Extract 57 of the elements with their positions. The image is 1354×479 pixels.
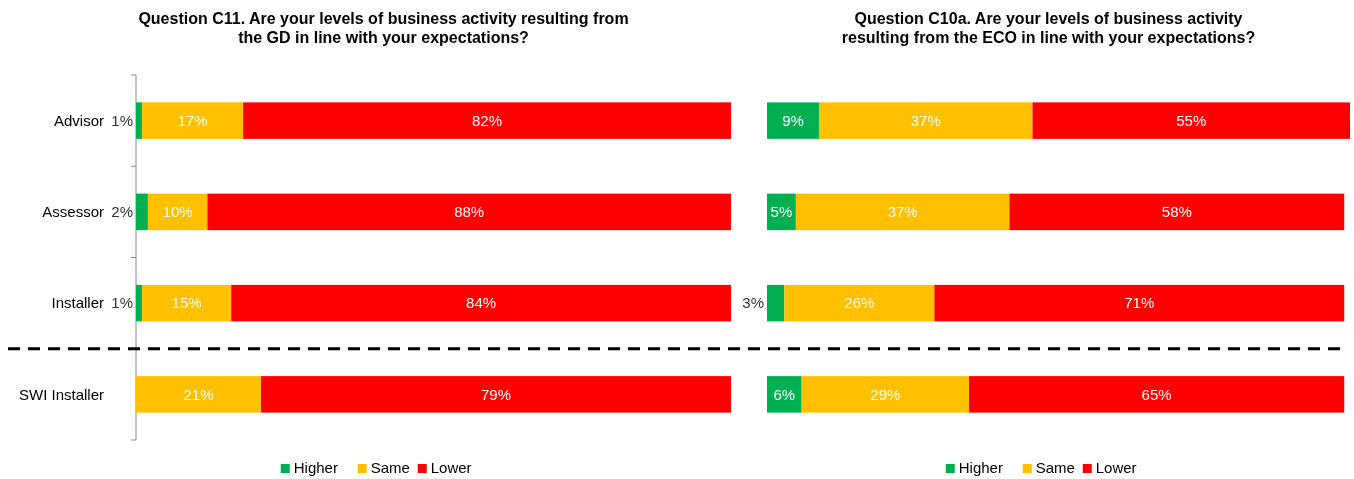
- data-label: 79%: [480, 385, 511, 403]
- chart-title: Question C10a. Are your levels of business activity resulting from the ECO in line with your expectations?: [841, 10, 1256, 46]
- bar: [141, 102, 244, 139]
- data-label: 10%: [162, 203, 193, 221]
- legend-label: Lower: [1095, 459, 1137, 476]
- legend-label: Same: [1035, 459, 1075, 476]
- bar: [136, 102, 142, 139]
- bar: [767, 102, 819, 139]
- bar: [136, 376, 261, 413]
- data-label: 37%: [887, 203, 918, 221]
- data-label: 29%: [870, 385, 901, 403]
- data-label: 88%: [454, 203, 485, 221]
- data-label: 2%: [111, 203, 133, 221]
- bar: [784, 284, 935, 322]
- bar: [795, 193, 1010, 231]
- data-label: 58%: [1161, 203, 1192, 221]
- y-tick-label: Installer: [51, 294, 104, 312]
- bar: [136, 193, 148, 231]
- bar: [801, 376, 970, 413]
- y-tick-label: SWI Installer: [18, 385, 104, 403]
- data-label: 1%: [111, 111, 133, 129]
- data-label: 84%: [466, 294, 497, 312]
- data-label: 55%: [1176, 111, 1207, 129]
- data-label: 26%: [844, 294, 875, 312]
- legend-label: Lower: [430, 459, 472, 476]
- y-tick-label: Assessor: [42, 203, 104, 221]
- bar: [1032, 102, 1350, 139]
- bar: [969, 376, 1345, 413]
- data-label: 3%: [742, 294, 764, 312]
- data-label: 6%: [773, 385, 796, 403]
- data-label: 71%: [1124, 294, 1155, 312]
- bar: [767, 284, 785, 322]
- data-label: 17%: [177, 111, 208, 129]
- data-label: 82%: [472, 111, 503, 129]
- data-label: 1%: [111, 294, 133, 312]
- data-label: 37%: [910, 111, 941, 129]
- bar: [147, 193, 208, 231]
- legend-label: Higher: [293, 459, 338, 476]
- data-label: 65%: [1141, 385, 1172, 403]
- legend-label: Same: [370, 459, 410, 476]
- bar: [767, 376, 802, 413]
- legend-label: Higher: [958, 459, 1003, 476]
- bar: [231, 284, 731, 322]
- chart-title: Question C11. Are your levels of business activity resulting from the GD in line with your expectations?: [138, 10, 629, 46]
- bar: [1009, 193, 1345, 231]
- data-label: 21%: [183, 385, 214, 403]
- bar: [934, 284, 1345, 322]
- data-label: 5%: [770, 203, 793, 221]
- bar: [207, 193, 731, 231]
- bar: [818, 102, 1033, 139]
- bar: [136, 284, 142, 322]
- data-label: 15%: [171, 294, 202, 312]
- bar: [260, 376, 731, 413]
- y-tick-label: Advisor: [53, 111, 104, 129]
- data-label: 9%: [782, 111, 804, 129]
- bar: [243, 102, 731, 139]
- bar: [141, 284, 232, 322]
